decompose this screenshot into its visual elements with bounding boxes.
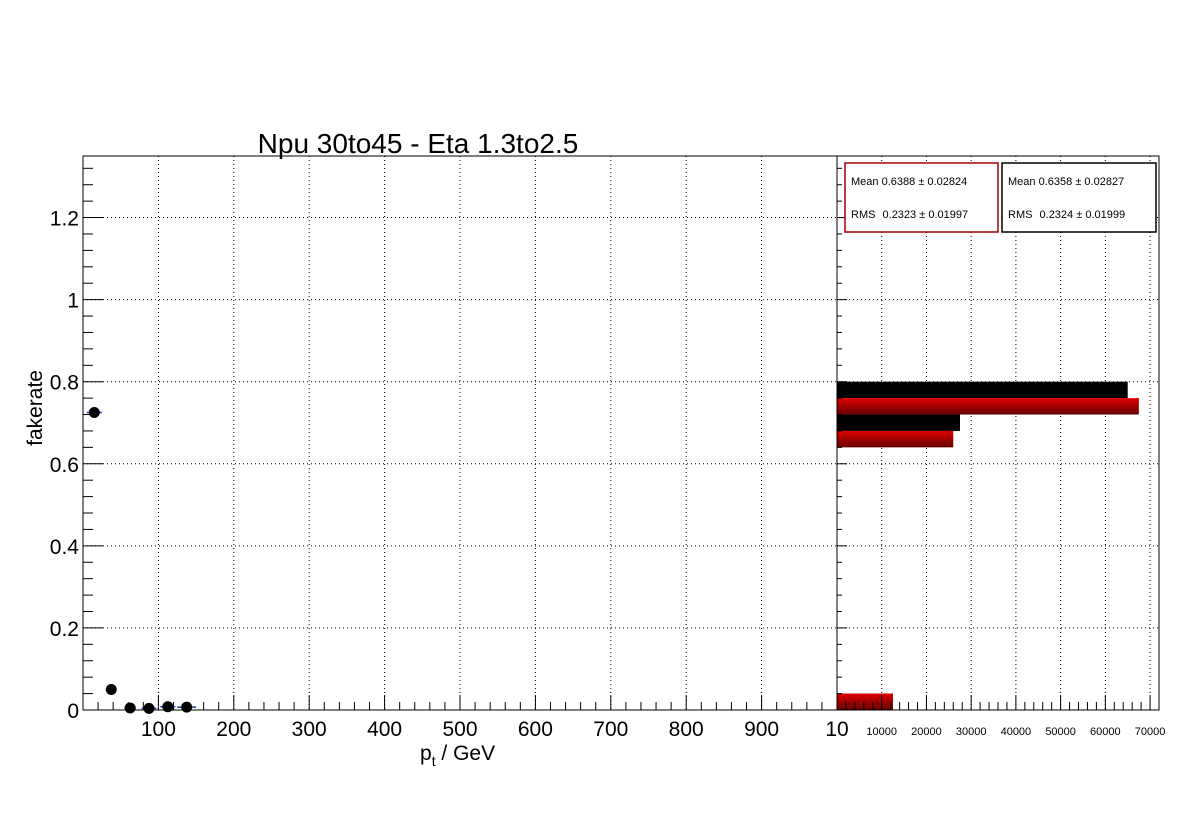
point-marker <box>143 702 155 714</box>
fakerate-points <box>86 406 197 714</box>
side-x-tick-label: 40000 <box>1001 726 1032 738</box>
chart-title: Npu 30to45 - Eta 1.3to2.5 <box>258 128 579 159</box>
point-marker <box>88 406 100 418</box>
x-axis-label-subscript: t <box>432 753 436 769</box>
plus-minus-icon: ± <box>1076 209 1082 221</box>
point-marker <box>162 701 174 713</box>
main-y-tick-label: 0.4 <box>50 536 80 559</box>
main-x-tick-label: 500 <box>442 718 477 741</box>
stats-black-rms-label: RMS <box>1008 209 1032 221</box>
main-y-tick-label: 1 <box>67 290 79 313</box>
stats-black-rms-err: 0.01999 <box>1085 209 1125 221</box>
main-x-tick-label: 100 <box>141 718 176 741</box>
main-x-tick-label: 900 <box>744 718 779 741</box>
x-axis-label-main: p <box>420 742 432 765</box>
x-axis-label-rest: / GeV <box>436 742 496 765</box>
side-x-tick-label: 60000 <box>1090 726 1121 738</box>
stats-box-red: Mean 0.6388 ± 0.02824 RMS 0.2323 ± 0.019… <box>844 162 999 233</box>
stats-red-rms: 0.2323 <box>883 209 917 221</box>
stats-black-mean-label: Mean <box>1008 176 1036 188</box>
stats-red-mean: 0.6388 <box>882 176 916 188</box>
main-x-tick-label: 200 <box>216 718 251 741</box>
side-histogram-tick-labels: 10000 20000 30000 40000 50000 60000 70000 <box>866 726 1165 738</box>
plus-minus-icon: ± <box>918 176 924 188</box>
main-x-tick-label: 400 <box>367 718 402 741</box>
side-bar-red <box>837 398 1139 415</box>
side-bar-red <box>837 430 954 448</box>
side-x-tick-label: 20000 <box>911 726 942 738</box>
main-x-tick-label: 300 <box>292 718 327 741</box>
main-y-tick-label: 0.6 <box>50 454 79 477</box>
stats-black-mean-err: 0.02827 <box>1084 176 1124 188</box>
side-histogram-frame <box>836 155 1160 711</box>
point-marker <box>124 702 136 714</box>
y-axis-label: fakerate <box>24 370 47 446</box>
svg-text:RMS 0.2324 ±: RMS 0.2324 ± 0.01999 <box>1008 209 1125 221</box>
stats-black-rms: 0.2324 <box>1040 209 1074 221</box>
plus-minus-icon: ± <box>919 209 925 221</box>
stats-red-mean-label: Mean <box>851 176 879 188</box>
fakerate-point <box>141 702 157 714</box>
stats-red-rms-err: 0.01997 <box>928 209 968 221</box>
stats-red-rms-label: RMS <box>851 209 875 221</box>
fakerate-point <box>105 683 117 695</box>
fakerate-point <box>160 701 176 713</box>
main-y-tick-label: 1.2 <box>50 208 79 231</box>
side-bar-red <box>837 693 893 710</box>
main-x-tick-label: 800 <box>669 718 704 741</box>
side-histogram-bars <box>837 381 1139 710</box>
svg-text:Mean 0.6358 ±: Mean 0.6358 ± 0.02827 <box>1008 176 1124 188</box>
fakerate-point <box>177 701 197 713</box>
fakerate-point <box>124 702 136 714</box>
side-bar-black <box>837 381 1128 399</box>
stats-black-mean: 0.6358 <box>1039 176 1073 188</box>
main-plot-grid <box>83 156 837 710</box>
main-x-tick-label: 600 <box>518 718 553 741</box>
side-x-tick-label: 70000 <box>1135 726 1166 738</box>
main-y-tick-label: 0.8 <box>50 372 79 395</box>
stats-box-black: Mean 0.6358 ± 0.02827 RMS 0.2324 ± 0.019… <box>1001 162 1157 233</box>
main-x-tick-label: 700 <box>593 718 628 741</box>
svg-text:RMS 0.2323 ±: RMS 0.2323 ± 0.01997 <box>851 209 968 221</box>
point-marker <box>181 701 193 713</box>
side-x-tick-label: 10000 <box>866 726 897 738</box>
side-x-tick-label: 30000 <box>956 726 987 738</box>
main-x-tick-label: 10 <box>825 718 848 741</box>
main-y-tick-label: 0.2 <box>50 618 79 641</box>
main-plot-tick-labels: 100 200 300 400 500 600 700 800 900 1000.20.40.60… <box>50 208 849 741</box>
main-y-tick-label: 0 <box>67 700 79 723</box>
x-axis-label: pt / GeV <box>420 742 495 769</box>
point-marker <box>105 683 117 695</box>
side-bar-black <box>837 414 960 431</box>
stats-red-mean-err: 0.02824 <box>927 176 967 188</box>
side-x-tick-label: 50000 <box>1045 726 1076 738</box>
fakerate-point <box>86 406 102 418</box>
plus-minus-icon: ± <box>1075 176 1081 188</box>
svg-text:Mean 0.6388 ±: Mean 0.6388 ± 0.02824 <box>851 176 967 188</box>
